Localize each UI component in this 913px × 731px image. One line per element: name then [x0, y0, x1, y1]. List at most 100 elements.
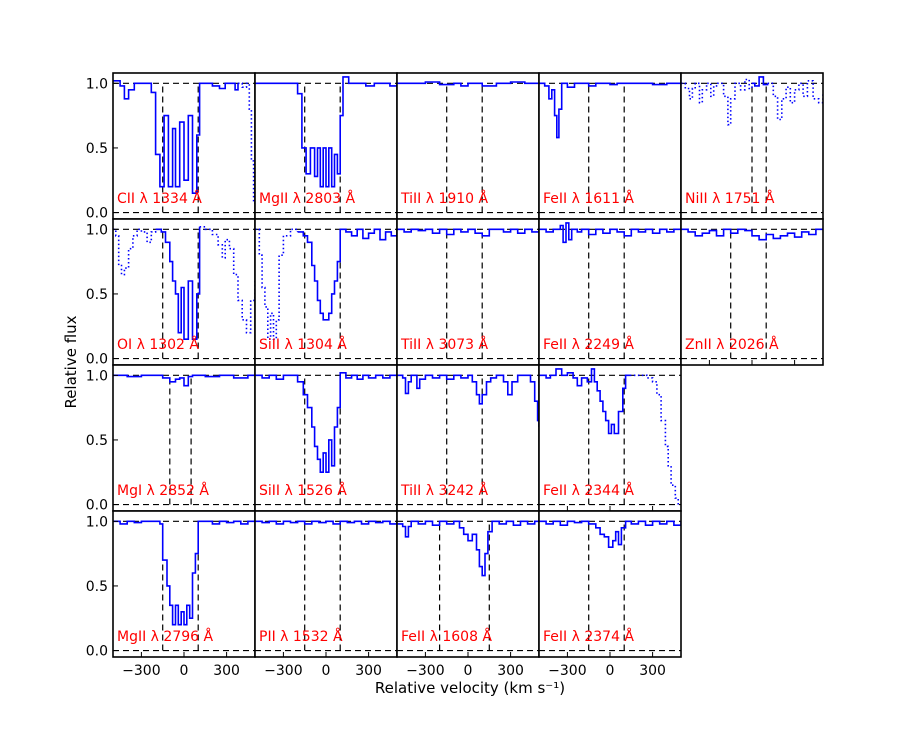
x-tick-label: −300: [406, 663, 444, 679]
panel-plot-area: [113, 226, 255, 360]
spectrum-line: [397, 81, 539, 87]
panel-cii-1334: CII λ 1334 Å 0.0 0.5 1.0: [86, 72, 256, 222]
spectrum-line: [539, 82, 681, 139]
x-tick-label: −300: [548, 663, 586, 679]
panel-background: [681, 219, 823, 365]
panel-tiii-3242: TiII λ 3242 Å: [396, 364, 540, 512]
x-tick-label: 300: [355, 663, 382, 679]
panel-plot-area: [255, 76, 397, 214]
y-tick-label: 0.5: [86, 433, 108, 449]
spectrum-line: [539, 368, 630, 435]
spectrum-line: [155, 226, 201, 340]
panel-tiii-1910: TiII λ 1910 Å: [396, 72, 540, 220]
spectrum-blend-dotted: [238, 82, 255, 207]
panel-label: FeII λ 2344 Å: [543, 482, 634, 499]
panel-background: [539, 73, 681, 219]
spectrum-blend-dotted: [113, 228, 157, 276]
spectrum-line-segment: [752, 76, 769, 87]
panel-background: [113, 365, 255, 511]
x-tick-label: 0: [322, 663, 331, 679]
panel-pii-1532: PII λ 1532 Å −300 0 300: [254, 510, 398, 679]
panel-feii-2374: FeII λ 2374 Å −300 0 300: [538, 510, 682, 679]
panel-label: TiII λ 3073 Å: [400, 336, 489, 353]
panel-background: [255, 73, 397, 219]
y-axis-label: Relative flux: [62, 315, 80, 408]
x-axis-label: Relative velocity (km s⁻¹): [375, 679, 565, 697]
panel-plot-area: [397, 520, 539, 652]
x-tick-label: 300: [639, 663, 666, 679]
panel-feii-1608: FeII λ 1608 Å −300 0 300: [396, 510, 540, 679]
y-tick-label: 0.0: [86, 352, 108, 368]
y-tick-label: 0.5: [86, 287, 108, 303]
y-tick-label: 1.0: [86, 368, 108, 384]
x-tick-label: 300: [213, 663, 240, 679]
panel-niii-1751: NiII λ 1751 Å: [680, 72, 824, 220]
panel-background: [397, 73, 539, 219]
panel-label: FeII λ 1608 Å: [401, 628, 492, 645]
spectrum-line: [297, 228, 397, 321]
panel-label: MgII λ 2796 Å: [117, 628, 213, 645]
panel-label: SiII λ 1304 Å: [259, 336, 347, 353]
spectrum-line: [113, 520, 255, 626]
panel-feii-1611: FeII λ 1611 Å: [538, 72, 682, 220]
panel-plot-area: [681, 76, 823, 214]
x-tick-label: 0: [606, 663, 615, 679]
panel-label: SiII λ 1526 Å: [259, 482, 347, 499]
y-tick-label: 1.0: [86, 222, 108, 238]
spectrum-line: [681, 228, 823, 241]
panel-plot-area: [113, 80, 255, 214]
panels-layer: CII λ 1334 Å 0.0 0.5 1.0 MgII λ 2803 Å TiII λ…: [86, 72, 824, 679]
panel-feii-2344: FeII λ 2344 Å: [538, 364, 682, 512]
panel-label: PII λ 1532 Å: [259, 628, 343, 645]
y-tick-label: 1.0: [86, 514, 108, 530]
y-tick-label: 0.0: [86, 644, 108, 660]
panel-label: FeII λ 1611 Å: [543, 190, 634, 207]
y-tick-label: 0.5: [86, 141, 108, 157]
spectrum-line: [113, 80, 239, 194]
panel-plot-area: [397, 228, 539, 360]
panel-plot-area: [539, 222, 681, 360]
panel-mgi-2852: MgI λ 2852 Å 0.0 0.5 1.0: [86, 364, 256, 514]
x-tick-label: 0: [464, 663, 473, 679]
panel-background: [255, 365, 397, 511]
y-tick-label: 0.0: [86, 206, 108, 222]
panel-background: [539, 511, 681, 657]
panel-oi-1302: OI λ 1302 Å 0.0 0.5 1.0: [86, 218, 256, 368]
panel-label: FeII λ 2374 Å: [543, 628, 634, 645]
spectrum-line: [539, 520, 681, 548]
panel-plot-area: [539, 368, 681, 506]
panel-feii-2249: FeII λ 2249 Å: [538, 218, 682, 366]
panel-siii-1304: SiII λ 1304 Å: [254, 218, 398, 366]
panel-plot-area: [397, 374, 539, 506]
panel-background: [397, 365, 539, 511]
spectrum-line: [681, 78, 753, 126]
spectrum-line: [397, 374, 539, 427]
panel-label: FeII λ 2249 Å: [543, 336, 634, 353]
panel-mgii-2803: MgII λ 2803 Å: [254, 72, 398, 220]
x-tick-label: −300: [122, 663, 160, 679]
panel-plot-area: [255, 228, 397, 360]
spectrum-line: [113, 374, 255, 387]
panel-label: MgII λ 2803 Å: [259, 190, 355, 207]
panel-plot-area: [681, 228, 823, 360]
spectrum-line: [255, 372, 397, 473]
panel-plot-area: [113, 374, 255, 506]
panel-label: OI λ 1302 Å: [117, 336, 199, 353]
panel-plot-area: [255, 372, 397, 506]
x-tick-label: 300: [497, 663, 524, 679]
spectrum-line: [397, 228, 539, 237]
spectrum-line: [397, 520, 539, 577]
panel-label: MgI λ 2852 Å: [117, 482, 209, 499]
panel-label: TiII λ 3242 Å: [400, 482, 489, 499]
panel-plot-area: [113, 520, 255, 652]
panel-mgii-2796: MgII λ 2796 Å 0.0 0.5 1.0 −300 0 300: [86, 510, 256, 679]
spectrum-blend-dotted: [199, 226, 255, 334]
x-tick-label: −300: [264, 663, 302, 679]
panel-background: [113, 511, 255, 657]
panel-label: ZnII λ 2026 Å: [685, 336, 779, 353]
panel-background: [255, 511, 397, 657]
panel-tiii-3073: TiII λ 3073 Å: [396, 218, 540, 366]
panel-label: CII λ 1334 Å: [117, 190, 202, 207]
panel-znii-2026: ZnII λ 2026 Å: [680, 218, 824, 366]
spectrum-line: [539, 222, 681, 244]
